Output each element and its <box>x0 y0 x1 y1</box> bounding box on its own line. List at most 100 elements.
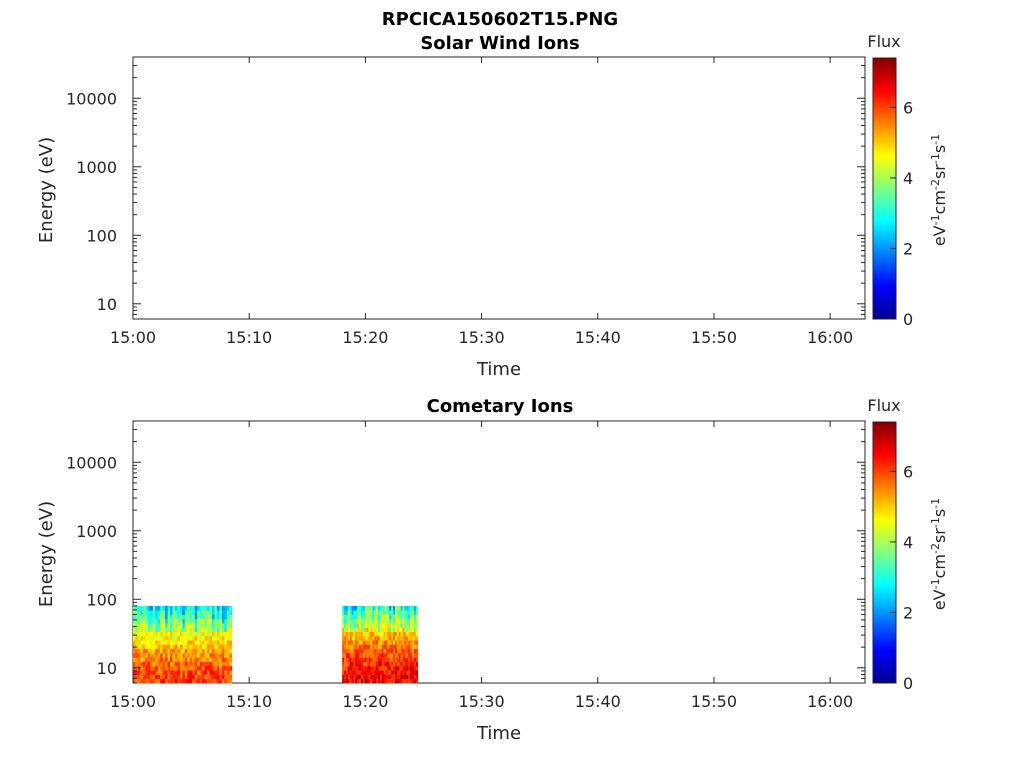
heatmap-cell <box>349 631 352 637</box>
heatmap-cell <box>214 665 218 671</box>
heatmap-cell <box>179 670 183 675</box>
heatmap-cell <box>184 661 188 667</box>
heatmap-cell <box>157 627 161 633</box>
heatmap-cell <box>412 610 415 615</box>
heatmap-cell <box>370 665 373 671</box>
heatmap-cell <box>344 610 347 615</box>
heatmap-cell <box>349 674 352 680</box>
heatmap-cell <box>212 653 215 658</box>
heatmap-cell <box>393 678 396 684</box>
heatmap-cell <box>379 665 383 671</box>
heatmap-cell <box>137 618 141 624</box>
heatmap-cell <box>207 605 210 611</box>
heatmap-cell <box>182 614 186 620</box>
heatmap-cell <box>194 657 198 662</box>
colorbar-tick-label: 4 <box>903 533 913 552</box>
heatmap-cell <box>189 614 193 620</box>
heatmap-cell <box>344 674 347 680</box>
heatmap-cell <box>396 670 400 675</box>
heatmap-cell <box>344 661 347 667</box>
heatmap-cell <box>383 605 386 611</box>
heatmap-cell <box>402 678 405 684</box>
heatmap-cell <box>209 631 213 637</box>
heatmap-cell <box>398 678 402 684</box>
heatmap-cell <box>145 648 149 654</box>
heatmap-cell <box>219 661 223 667</box>
heatmap-cell <box>179 623 183 628</box>
heatmap-cell <box>376 670 379 675</box>
heatmap-cell <box>374 670 377 675</box>
heatmap-cell <box>357 670 360 675</box>
heatmap-cell <box>162 678 166 684</box>
heatmap-cell <box>413 618 417 624</box>
heatmap-cell <box>152 653 156 658</box>
heatmap-cell <box>224 635 228 641</box>
heatmap-cell <box>385 653 388 658</box>
heatmap-cell <box>362 661 366 667</box>
heatmap-cell <box>366 610 369 615</box>
heatmap-cell <box>387 661 390 667</box>
heatmap-cell <box>177 661 181 667</box>
heatmap-cell <box>214 635 218 641</box>
heatmap-cell <box>362 614 366 620</box>
heatmap-cell <box>133 631 136 637</box>
heatmap-cell <box>140 640 144 645</box>
heatmap-cell <box>187 670 191 675</box>
heatmap-cell <box>160 674 164 680</box>
heatmap-cell <box>172 627 176 633</box>
heatmap-cell <box>353 665 356 671</box>
heatmap-cell <box>406 614 409 620</box>
heatmap-cell <box>142 644 146 650</box>
heatmap-cell <box>395 631 398 637</box>
heatmap-cell <box>389 674 392 680</box>
heatmap-cell <box>224 618 228 624</box>
heatmap-cell <box>192 618 196 624</box>
heatmap-cell <box>152 614 156 620</box>
heatmap-cell <box>379 631 383 637</box>
heatmap-cell <box>194 623 198 628</box>
heatmap-cell <box>207 670 210 675</box>
heatmap-cell <box>351 678 354 684</box>
heatmap-cell <box>398 605 402 611</box>
heatmap-cell <box>162 657 166 662</box>
heatmap-cell <box>224 665 228 671</box>
heatmap-cell <box>194 610 198 615</box>
heatmap-cell <box>187 631 191 637</box>
heatmap-cell <box>391 640 394 645</box>
heatmap-cell <box>366 648 369 654</box>
heatmap-cell <box>361 623 364 628</box>
heatmap-cell <box>216 644 220 650</box>
heatmap-cell <box>135 678 139 684</box>
heatmap-cell <box>135 653 139 658</box>
heatmap-cell <box>170 610 173 615</box>
heatmap-cell <box>385 648 388 654</box>
heatmap-cell <box>170 670 173 675</box>
heatmap-cell <box>189 610 193 615</box>
heatmap-cell <box>226 614 230 620</box>
heatmap-cell <box>404 665 407 671</box>
heatmap-cell <box>345 657 349 662</box>
heatmap-cell <box>184 665 188 671</box>
heatmap-cell <box>179 657 183 662</box>
heatmap-cell <box>135 635 139 641</box>
heatmap-cell <box>342 661 345 667</box>
heatmap-cell <box>402 665 405 671</box>
heatmap-cell <box>361 674 364 680</box>
heatmap-cell <box>212 605 215 611</box>
heatmap-cell <box>133 605 136 611</box>
heatmap-cell <box>142 665 146 671</box>
heatmap-cell <box>378 605 381 611</box>
heatmap-cell <box>199 627 203 633</box>
heatmap-cell <box>355 665 358 671</box>
heatmap-cell <box>412 665 415 671</box>
heatmap-cell <box>404 674 407 680</box>
heatmap-cell <box>194 661 198 667</box>
heatmap-cell <box>410 657 413 662</box>
heatmap-cell <box>344 635 347 641</box>
heatmap-cell <box>155 657 159 662</box>
heatmap-cell <box>408 661 411 667</box>
heatmap-cell <box>189 648 193 654</box>
heatmap-cell <box>199 644 203 650</box>
heatmap-cell <box>226 648 230 654</box>
heatmap-cell <box>344 623 347 628</box>
